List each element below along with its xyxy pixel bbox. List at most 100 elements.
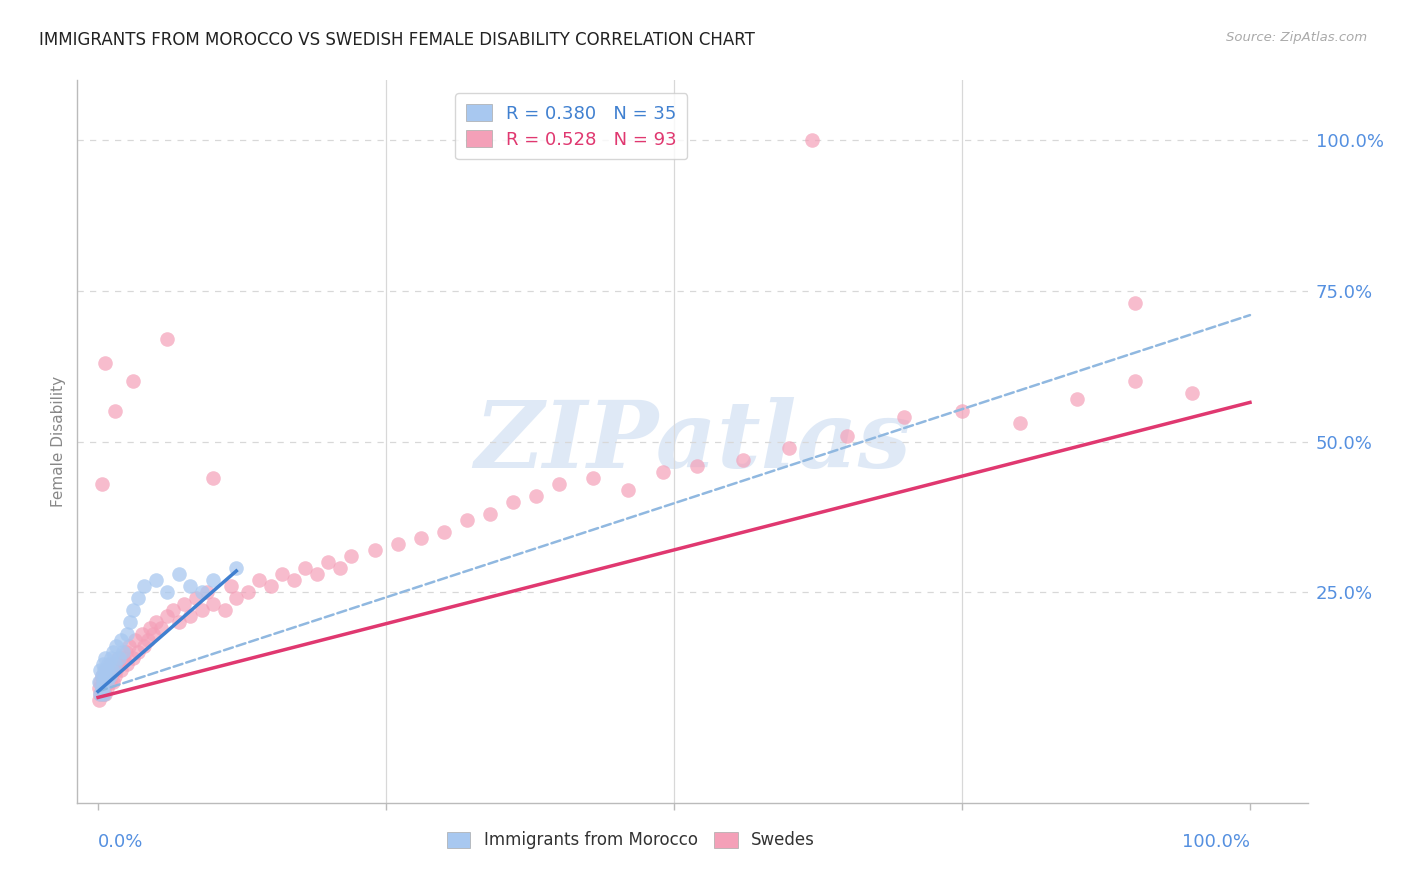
Point [94,675,117,690]
Point [110,664,132,678]
Point [90,669,112,683]
Point [260,579,283,593]
Point [97,664,120,678]
Point [89,687,111,701]
Point [136,633,159,648]
Point [247,573,270,587]
Point [120,615,142,630]
Point [94,664,117,678]
Point [318,555,340,569]
Point [202,471,225,485]
Point [225,591,247,606]
Point [124,633,146,648]
Point [91,675,114,690]
Point [101,664,124,678]
Point [91,687,114,701]
Point [778,441,800,455]
Point [582,471,605,485]
Point [835,428,858,442]
Point [127,645,149,659]
Point [114,645,136,659]
Point [100,651,122,665]
Point [100,669,122,683]
Point [478,507,501,521]
Point [121,603,143,617]
Point [94,356,117,370]
Point [893,410,915,425]
Point [105,664,128,678]
Point [118,639,141,653]
Point [145,573,167,587]
Point [134,579,156,593]
Point [283,573,305,587]
Point [91,657,114,672]
Point [98,669,121,683]
Point [89,687,111,701]
Point [294,561,316,575]
Point [150,621,173,635]
Point [103,657,125,672]
Point [305,567,328,582]
Text: 100.0%: 100.0% [1182,833,1250,851]
Point [104,657,127,672]
Point [112,645,135,659]
Point [121,375,143,389]
Point [131,627,153,641]
Point [89,664,111,678]
Point [156,332,179,346]
Point [617,483,640,497]
Point [112,651,135,665]
Point [98,657,121,672]
Point [94,669,117,683]
Point [110,633,132,648]
Y-axis label: Female Disability: Female Disability [51,376,66,508]
Point [1066,392,1088,407]
Point [142,627,165,641]
Point [96,681,118,696]
Point [90,681,112,696]
Point [89,675,111,690]
Point [547,476,569,491]
Point [1123,296,1146,310]
Point [502,494,524,508]
Text: Source: ZipAtlas.com: Source: ZipAtlas.com [1226,31,1367,45]
Point [167,567,190,582]
Point [197,585,219,599]
Point [90,681,112,696]
Point [89,675,111,690]
Point [387,537,409,551]
Point [225,561,247,575]
Point [190,585,212,599]
Point [340,549,363,563]
Point [162,603,184,617]
Point [127,591,149,606]
Point [104,669,127,683]
Point [179,609,201,624]
Point [524,489,547,503]
Point [190,603,212,617]
Point [93,664,115,678]
Point [1123,375,1146,389]
Point [96,675,118,690]
Point [219,579,242,593]
Point [101,664,124,678]
Point [115,627,138,641]
Point [363,542,385,557]
Point [89,681,111,696]
Point [950,404,973,418]
Point [98,675,121,690]
Point [89,693,111,707]
Point [1181,386,1204,401]
Point [101,645,124,659]
Point [107,651,129,665]
Point [173,597,195,611]
Point [179,579,201,593]
Text: ZIPatlas: ZIPatlas [474,397,911,486]
Text: IMMIGRANTS FROM MOROCCO VS SWEDISH FEMALE DISABILITY CORRELATION CHART: IMMIGRANTS FROM MOROCCO VS SWEDISH FEMAL… [39,31,755,49]
Point [801,133,824,147]
Point [101,675,124,690]
Point [94,651,117,665]
Point [1008,417,1031,431]
Point [134,639,156,653]
Point [115,657,138,672]
